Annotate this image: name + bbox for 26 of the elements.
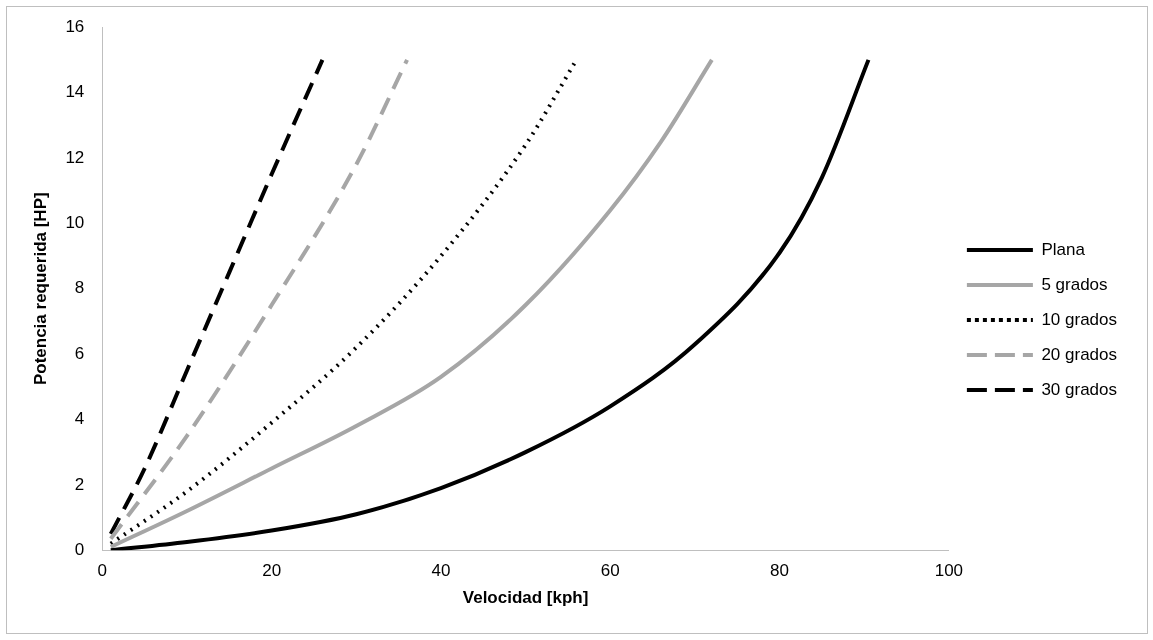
line-series bbox=[108, 57, 714, 549]
line-series bbox=[108, 57, 410, 541]
x-tick-label: 20 bbox=[262, 561, 282, 581]
x-tick-label: 0 bbox=[97, 561, 108, 581]
legend-label: Plana bbox=[1041, 239, 1086, 259]
y-tick-label: 0 bbox=[74, 539, 85, 559]
y-tick-label: 4 bbox=[74, 409, 85, 429]
legend-label: 5 grados bbox=[1041, 274, 1108, 294]
legend-label: 30 grados bbox=[1041, 379, 1118, 399]
line-series bbox=[108, 57, 871, 551]
y-tick-label: 6 bbox=[74, 343, 85, 363]
y-axis-title: Potencia requerida [HP] bbox=[30, 192, 50, 386]
y-tick-label: 8 bbox=[74, 278, 85, 298]
legend-label: 20 grados bbox=[1041, 344, 1118, 364]
x-axis-title: Velocidad [kph] bbox=[462, 588, 589, 608]
y-tick-label: 12 bbox=[65, 147, 85, 167]
y-tick-label: 16 bbox=[65, 16, 85, 36]
x-tick-label: 80 bbox=[770, 561, 790, 581]
line-series bbox=[108, 57, 325, 536]
y-tick-label: 2 bbox=[74, 474, 85, 494]
x-tick-label: 100 bbox=[934, 561, 964, 581]
x-tick-label: 60 bbox=[600, 561, 620, 581]
y-tick-label: 14 bbox=[65, 82, 85, 102]
x-tick-label: 40 bbox=[431, 561, 451, 581]
legend-label: 10 grados bbox=[1041, 309, 1118, 329]
y-tick-label: 10 bbox=[65, 213, 85, 233]
